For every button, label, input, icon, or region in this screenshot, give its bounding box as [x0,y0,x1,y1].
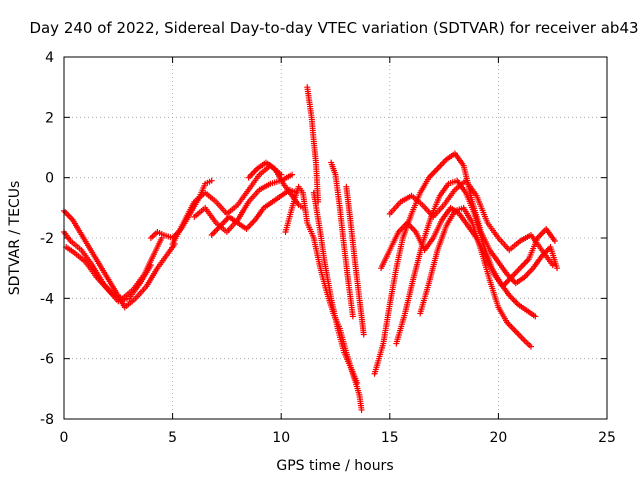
y-tick-label: -8 [40,412,54,428]
y-tick-label: 2 [45,110,54,126]
y-tick-label: 0 [45,171,54,187]
series-track-16 [386,177,556,269]
x-tick-label: 10 [272,430,290,446]
x-tick-label: 5 [168,430,177,446]
axis-ticks: 0 5 10 15 20 25 -8 -6 -4 -2 0 2 4 [40,50,616,446]
x-tick-label: 0 [60,430,69,446]
data-points [61,84,561,413]
y-tick-label: -4 [40,291,54,307]
data-point [354,379,361,386]
x-tick-label: 25 [598,430,616,446]
series-track-12 [328,159,356,320]
data-point [208,177,215,184]
series-track-3 [63,244,154,305]
x-axis-label: GPS time / hours [276,458,393,474]
series-track-7 [208,186,300,238]
data-point [360,331,367,338]
data-point [551,238,558,245]
plot-frame [63,56,608,420]
data-point [358,406,365,413]
data-point [349,313,356,320]
series-track-2 [61,207,178,311]
data-point [147,262,154,269]
data-point [554,265,561,272]
data-point [527,343,534,350]
series-track-8 [245,159,306,211]
data-point [289,171,296,178]
y-tick-label: -2 [40,231,54,247]
series-track-13 [343,183,367,338]
series-track-6 [191,171,296,235]
chart-title: Day 240 of 2022, Sidereal Day-to-day VTE… [29,19,638,37]
y-tick-label: 4 [45,50,54,66]
series-track-11 [310,189,361,386]
y-tick-label: -6 [40,352,54,368]
x-tick-label: 15 [381,430,399,446]
y-axis-label: SDTVAR / TECUs [7,181,23,296]
series-track-18 [417,204,534,350]
data-point [532,313,539,320]
data-point [549,262,556,269]
series-track-10 [304,84,322,205]
x-tick-label: 20 [489,430,507,446]
